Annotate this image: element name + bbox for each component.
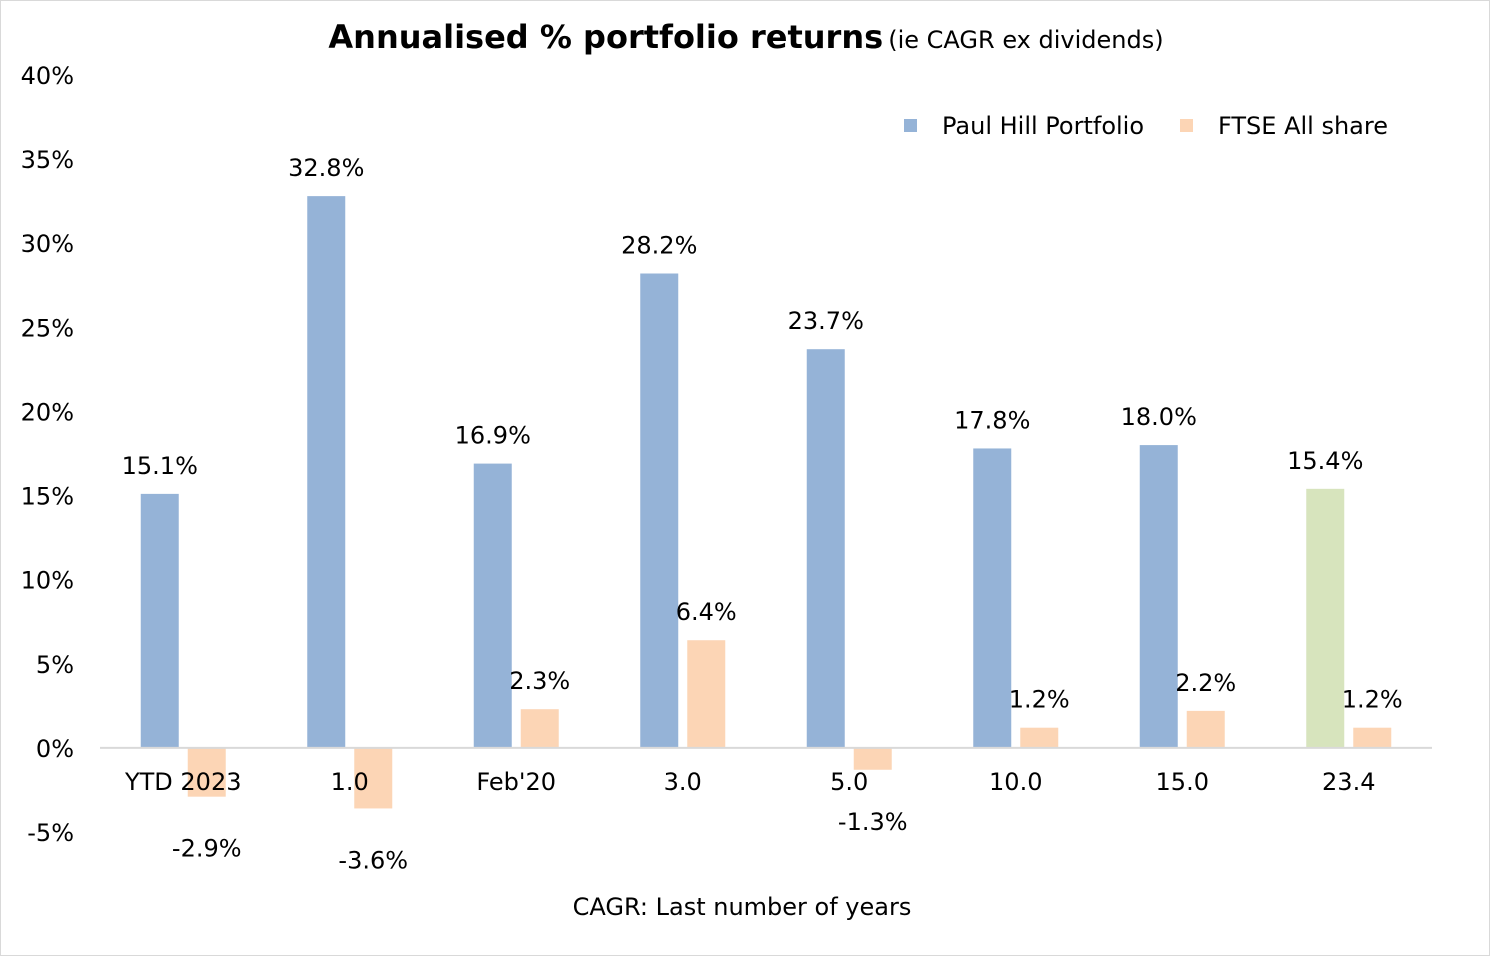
bar-portfolio-6 [1139,445,1178,748]
chart-title-main: Annualised % portfolio returns [328,18,884,56]
data-label-ftse-6: 2.2% [1175,669,1236,697]
legend-label-ftse-all-share: FTSE All share [1218,112,1388,140]
y-tick-label: 35% [21,146,74,174]
bar-ftse-7 [1353,727,1392,748]
y-tick-label: 0% [36,735,74,763]
data-label-portfolio-1: 32.8% [288,154,364,182]
data-label-portfolio-4: 23.7% [788,307,864,335]
y-tick-label: 10% [21,567,74,595]
data-label-portfolio-7: 15.4% [1287,447,1363,475]
bar-portfolio-0 [140,493,179,748]
legend-swatch-ftse-all-share [1180,119,1193,132]
chart-title: Annualised % portfolio returns (ie CAGR … [0,18,1492,56]
bar-ftse-0 [187,747,226,797]
y-tick-label: 25% [21,314,74,342]
data-label-ftse-2: 2.3% [509,667,570,695]
x-tick-label: 3.0 [664,768,702,796]
y-tick-label: 5% [36,651,74,679]
data-label-portfolio-2: 16.9% [455,422,531,450]
x-tick-label: 15.0 [1156,768,1209,796]
bar-portfolio-3 [640,273,679,748]
bar-ftse-4 [853,747,892,770]
y-tick-label: 15% [21,483,74,511]
data-label-ftse-7: 1.2% [1342,686,1403,714]
chart-subtitle: (ie CAGR ex dividends) [888,26,1164,54]
bar-ftse-2 [520,709,559,748]
bar-ftse-1 [354,747,393,809]
x-axis-title: CAGR: Last number of years [573,893,912,921]
data-label-ftse-0: -2.9% [172,835,242,863]
data-label-ftse-4: -1.3% [838,808,908,836]
y-tick-label: 30% [21,230,74,258]
bar-portfolio-5 [973,448,1012,748]
data-label-ftse-5: 1.2% [1009,686,1070,714]
bar-ftse-6 [1186,710,1225,748]
x-tick-label: 1.0 [331,768,369,796]
x-tick-label: YTD 2023 [124,768,242,796]
y-tick-label: 20% [21,398,74,426]
x-tick-label: Feb'20 [476,768,556,796]
legend-label-paul-hill-portfolio: Paul Hill Portfolio [942,112,1144,140]
data-label-ftse-1: -3.6% [338,846,408,874]
legend-swatch-paul-hill-portfolio [904,119,917,132]
bar-portfolio-4 [806,349,845,748]
y-axis-ticks: -5% 0% 5% 10% 15% 20% 25% 30% 35% 40% [21,62,74,847]
data-label-portfolio-5: 17.8% [954,406,1030,434]
data-label-ftse-3: 6.4% [676,598,737,626]
bar-portfolio-1 [307,196,346,748]
y-tick-label: -5% [27,819,74,847]
bar-ftse-3 [687,640,726,748]
data-labels: 15.1% -2.9% 32.8% -3.6% 16.9% 2.3% 28.2% 6.4% 23… [122,154,1403,874]
bar-portfolio-7 [1306,488,1345,748]
data-label-portfolio-6: 18.0% [1121,403,1197,431]
data-label-portfolio-3: 28.2% [621,232,697,260]
x-tick-label: 10.0 [989,768,1042,796]
bar-portfolio-2 [473,463,512,748]
data-label-portfolio-0: 15.1% [122,452,198,480]
bar-ftse-5 [1020,727,1059,748]
x-tick-label: 5.0 [830,768,868,796]
bars [140,196,1392,809]
legend: Paul Hill Portfolio FTSE All share [904,112,1388,140]
x-tick-label: 23.4 [1322,768,1375,796]
category-labels: YTD 2023 1.0 Feb'20 3.0 5.0 10.0 15.0 23.4 [124,768,1375,796]
y-tick-label: 40% [21,62,74,90]
